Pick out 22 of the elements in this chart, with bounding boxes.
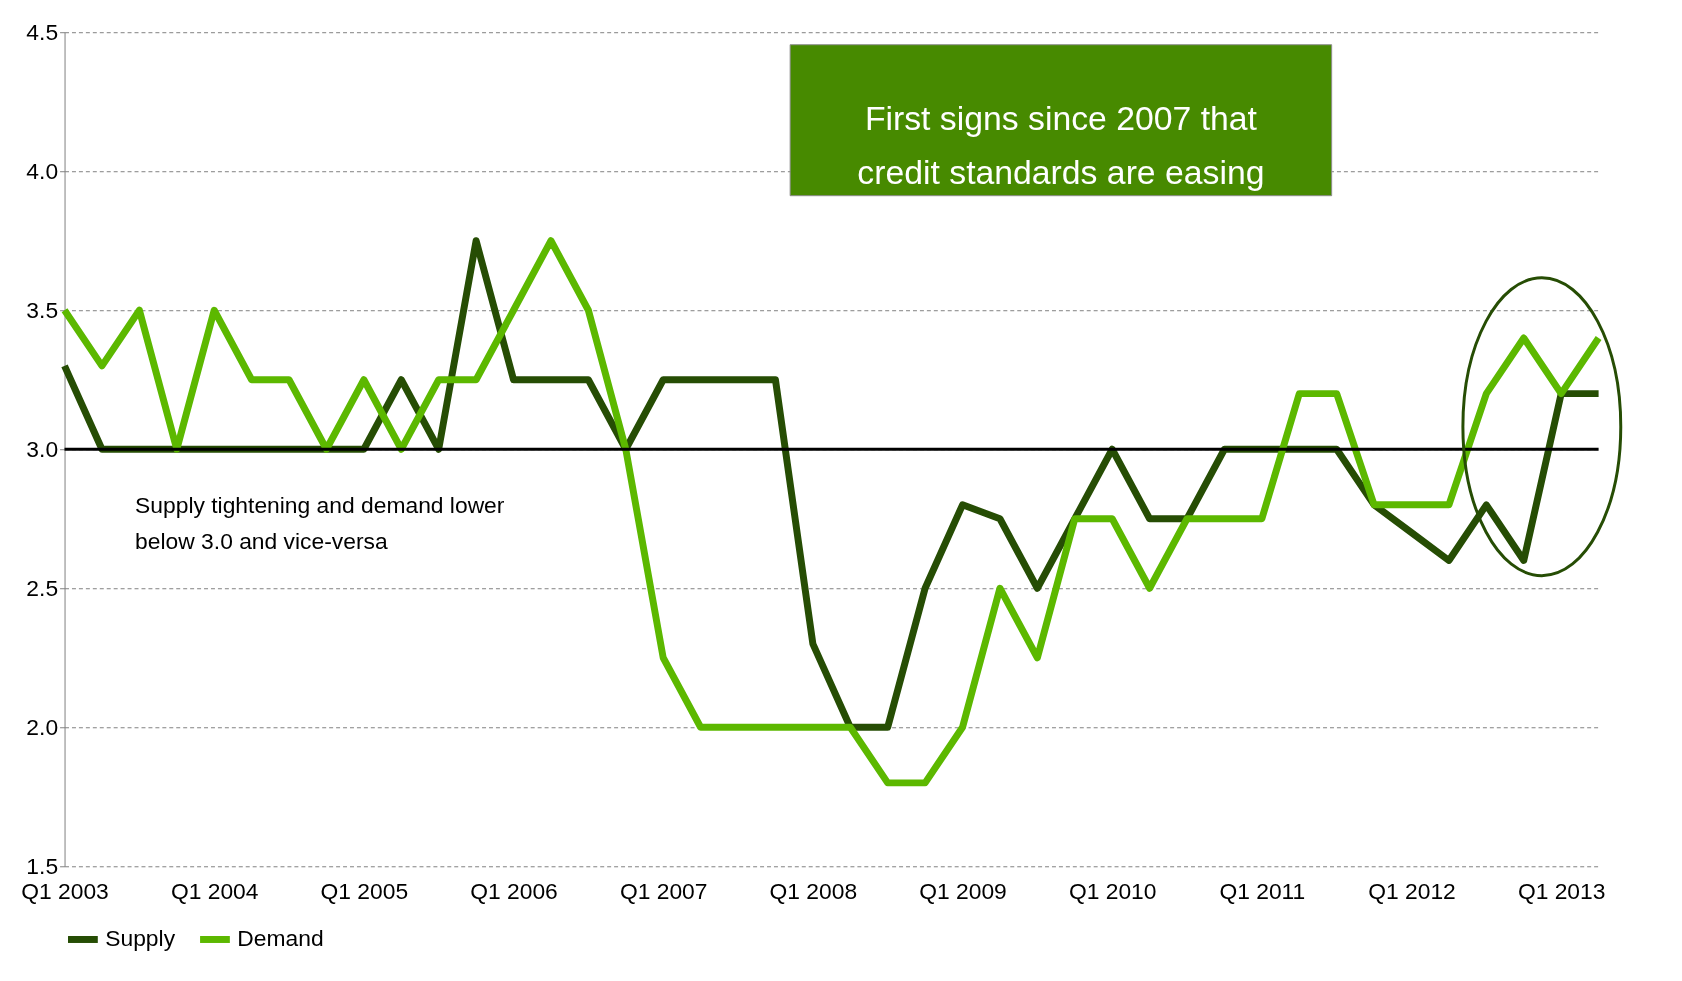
x-tick-label: Q1 2013	[1517, 877, 1606, 904]
x-tick-label: Q1 2004	[170, 877, 259, 904]
annotation: Supply tightening and demand lower below 3.0 and vice-versa	[135, 491, 505, 554]
x-tick-label: Q1 2008	[769, 877, 858, 904]
legend-label: Demand	[237, 925, 324, 952]
y-tick-label: 1.5	[26, 852, 59, 879]
y-tick-label: 2.0	[26, 713, 59, 740]
y-tick-label: 2.5	[26, 574, 59, 601]
legend-label: Supply	[105, 925, 176, 952]
annotation: First signs since 2007 that credit standards are easing	[857, 99, 1265, 191]
x-tick-label: Q1 2010	[1068, 877, 1157, 904]
x-tick-label: Q1 2006	[470, 877, 558, 904]
y-tick-label: 4.0	[26, 157, 59, 184]
y-tick-label: 4.5	[26, 18, 59, 45]
x-tick-label: Q1 2005	[320, 877, 409, 904]
x-tick-label: Q1 2003	[21, 877, 109, 904]
x-tick-label: Q1 2012	[1368, 877, 1456, 904]
y-tick-label: 3.0	[26, 435, 59, 462]
y-tick-label: 3.5	[26, 296, 59, 323]
x-tick-label: Q1 2011	[1219, 877, 1306, 904]
x-tick-label: Q1 2007	[619, 877, 708, 904]
x-tick-label: Q1 2009	[919, 877, 1007, 904]
